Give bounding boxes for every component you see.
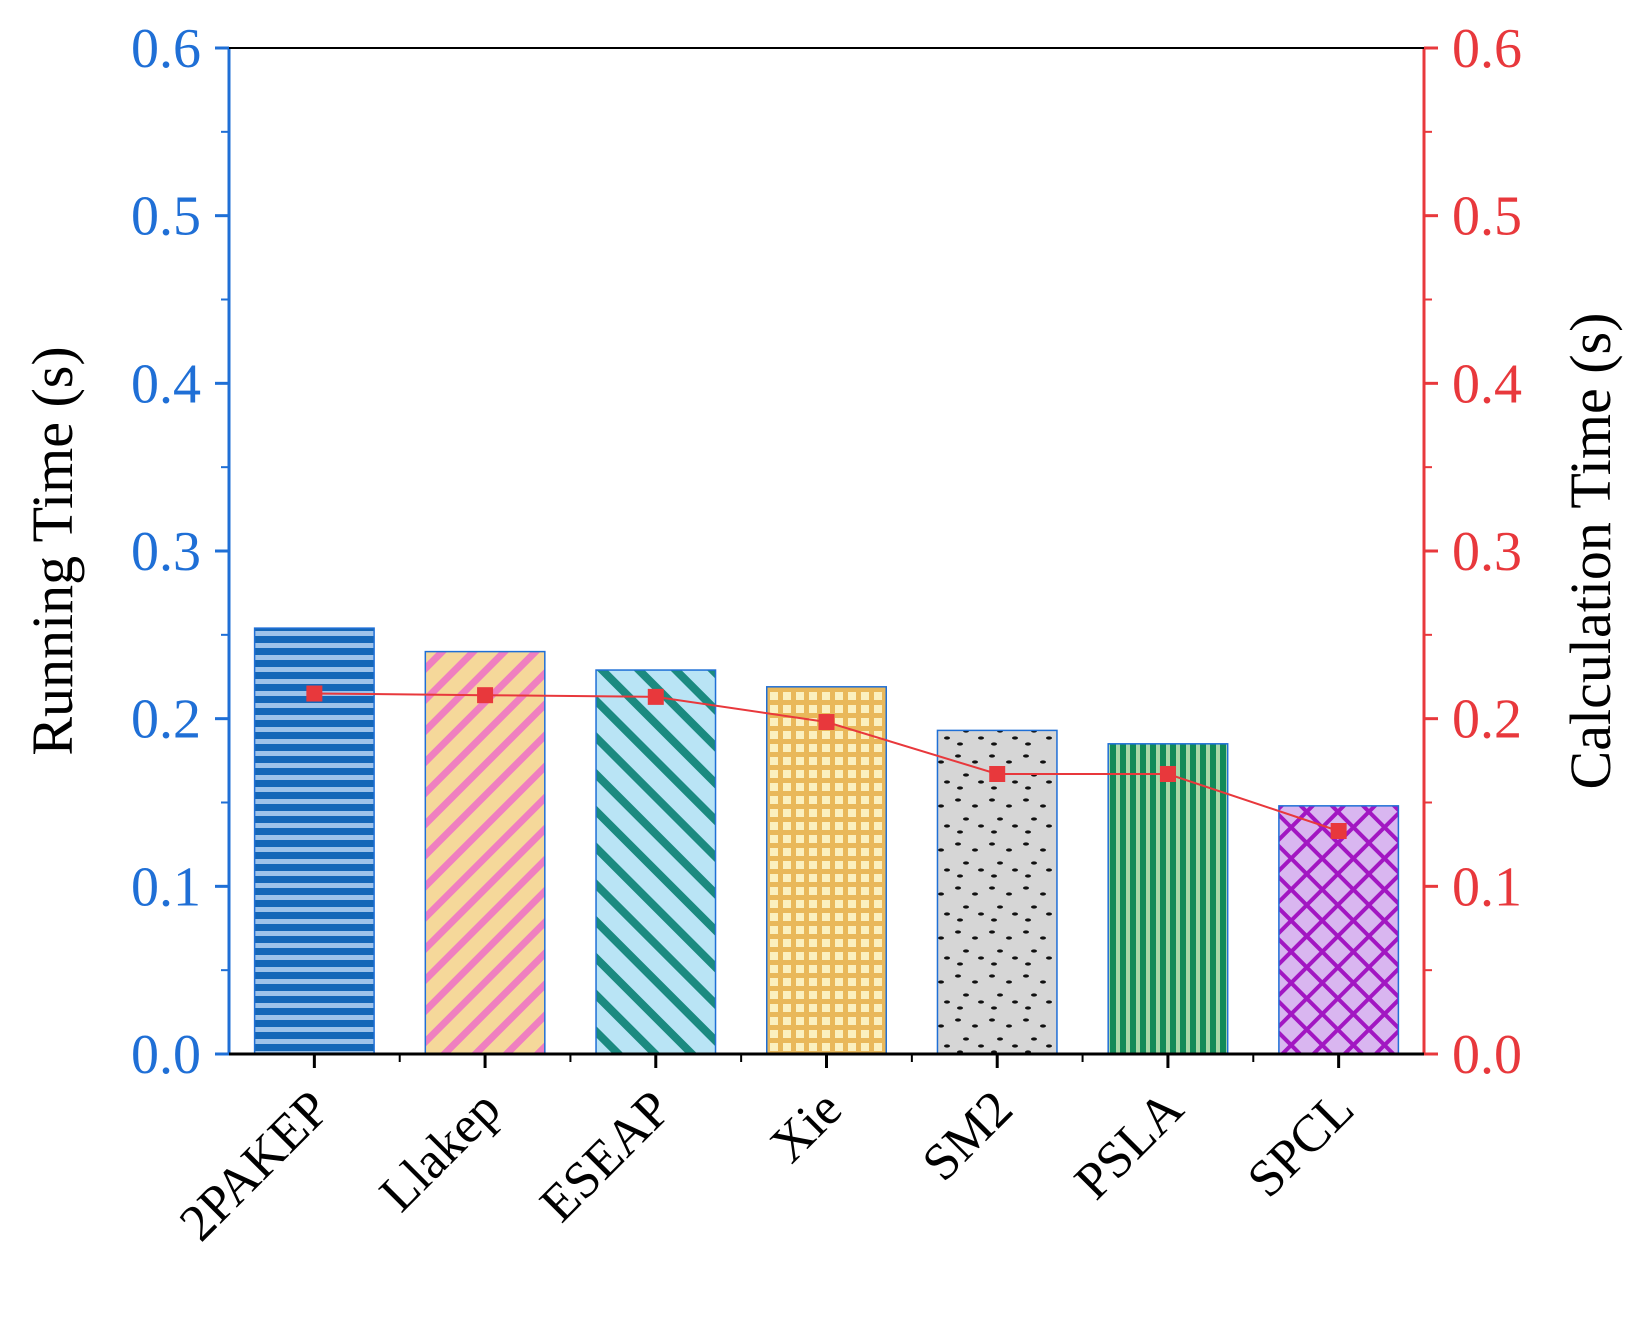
bar-group bbox=[253, 627, 1400, 1055]
bar-spcl bbox=[1278, 805, 1400, 1055]
x-tick-label-psla: PSLA bbox=[1064, 1080, 1195, 1211]
left-axis-title: Running Time (s) bbox=[20, 346, 85, 755]
calculation-time-point-llakep bbox=[477, 687, 494, 704]
calculation-time-point-spcl bbox=[1330, 823, 1347, 840]
bar-llakep bbox=[424, 650, 546, 1055]
right-tick-label: 0.3 bbox=[1452, 521, 1522, 583]
x-tick-label-llakep: Llakep bbox=[369, 1080, 511, 1222]
right-tick-label: 0.4 bbox=[1452, 353, 1522, 415]
right-tick-label: 0.2 bbox=[1452, 689, 1522, 751]
right-tick-label: 0.6 bbox=[1452, 18, 1522, 80]
bar-psla bbox=[1107, 743, 1229, 1055]
left-tick-label: 0.3 bbox=[131, 521, 201, 583]
line-series-group bbox=[306, 685, 1347, 840]
left-tick-label: 0.6 bbox=[131, 18, 201, 80]
bar-sm2 bbox=[936, 729, 1058, 1055]
x-tick-label-xie: Xie bbox=[760, 1080, 853, 1173]
right-axis-title: Calculation Time (s) bbox=[1558, 313, 1623, 790]
x-tick-label-sm2: SM2 bbox=[912, 1080, 1024, 1192]
x-tick-label-2pakep: 2PAKEP bbox=[169, 1080, 341, 1252]
right-tick-label: 0.5 bbox=[1452, 186, 1522, 248]
right-tick-label: 0.1 bbox=[1452, 856, 1522, 918]
left-tick-label: 0.5 bbox=[131, 186, 201, 248]
bar-eseap bbox=[595, 669, 717, 1055]
calculation-time-point-sm2 bbox=[989, 765, 1006, 782]
calculation-time-point-psla bbox=[1159, 765, 1176, 782]
left-tick-label: 0.2 bbox=[131, 689, 201, 751]
calculation-time-point-2pakep bbox=[306, 685, 323, 702]
left-tick-label: 0.0 bbox=[131, 1024, 201, 1086]
calculation-time-point-xie bbox=[818, 714, 835, 731]
left-tick-label: 0.4 bbox=[131, 353, 201, 415]
tick-group bbox=[215, 46, 1438, 1068]
bar-xie bbox=[766, 686, 887, 1055]
x-tick-label-spcl: SPCL bbox=[1237, 1080, 1365, 1208]
right-tick-label: 0.0 bbox=[1452, 1024, 1522, 1086]
calculation-time-point-eseap bbox=[647, 688, 664, 705]
x-tick-label-eseap: ESEAP bbox=[530, 1080, 683, 1233]
left-tick-label: 0.1 bbox=[131, 856, 201, 918]
